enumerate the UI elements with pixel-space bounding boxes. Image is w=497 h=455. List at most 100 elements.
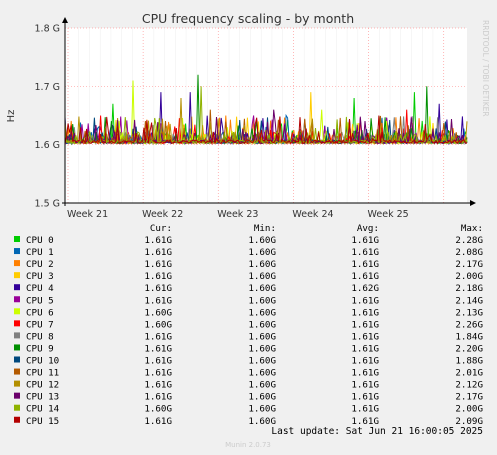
legend-row: CPU 8 1.61G 1.60G 1.61G 1.84G xyxy=(14,331,483,342)
legend-value-min: 1.60G xyxy=(248,283,276,294)
last-update: Last update: Sat Jun 21 16:00:05 2025 xyxy=(271,426,483,437)
legend-series-name: CPU 11 xyxy=(26,368,59,379)
series-line xyxy=(64,115,468,146)
legend-headers: Cur: Min: Avg: Max: xyxy=(150,223,483,234)
y-tick-label: 1.8 G xyxy=(35,24,61,35)
legend-value-cur: 1.61G xyxy=(144,343,172,354)
legend-value-max: 1.88G xyxy=(455,356,483,367)
legend-value-min: 1.60G xyxy=(248,271,276,282)
legend-series-name: CPU 8 xyxy=(26,331,54,342)
legend-series-name: CPU 2 xyxy=(26,259,54,270)
legend-value-min: 1.60G xyxy=(248,404,276,415)
legend-row: CPU 6 1.60G 1.60G 1.61G 2.13G xyxy=(14,307,483,318)
legend-row: CPU 0 1.61G 1.60G 1.61G 2.28G xyxy=(14,235,483,246)
legend-value-avg: 1.61G xyxy=(351,247,379,258)
legend-value-cur: 1.61G xyxy=(144,356,172,367)
legend-value-min: 1.60G xyxy=(248,331,276,342)
legend-row: CPU 1 1.61G 1.60G 1.61G 2.08G xyxy=(14,247,483,258)
legend-series-name: CPU 1 xyxy=(26,247,54,258)
legend-row: CPU 10 1.61G 1.60G 1.61G 1.88G xyxy=(14,356,483,367)
legend-value-cur: 1.61G xyxy=(144,380,172,391)
legend-column-header: Cur: xyxy=(150,223,172,234)
legend-value-avg: 1.61G xyxy=(351,319,379,330)
legend-swatch xyxy=(14,320,20,327)
legend-series-name: CPU 0 xyxy=(26,235,54,246)
legend-value-max: 2.01G xyxy=(455,368,483,379)
legend-value-avg: 1.61G xyxy=(351,416,379,427)
legend-value-cur: 1.61G xyxy=(144,259,172,270)
legend-value-avg: 1.61G xyxy=(351,368,379,379)
legend-value-avg: 1.61G xyxy=(351,295,379,306)
legend-value-cur: 1.61G xyxy=(144,416,172,427)
legend-value-min: 1.60G xyxy=(248,247,276,258)
x-ticks: Week 21 Week 22 Week 23 Week 24 Week 25 xyxy=(67,209,409,220)
legend-value-avg: 1.61G xyxy=(351,380,379,391)
legend-row: CPU 15 1.61G 1.60G 1.61G 2.09G xyxy=(14,416,483,427)
legend-value-min: 1.60G xyxy=(248,235,276,246)
legend-series-name: CPU 5 xyxy=(26,295,54,306)
series-line xyxy=(64,109,468,146)
legend-swatch xyxy=(14,368,20,375)
legend-row: CPU 3 1.61G 1.60G 1.61G 2.00G xyxy=(14,271,483,282)
x-axis-arrow xyxy=(470,200,476,206)
legend-swatch xyxy=(14,356,20,363)
legend-swatch xyxy=(14,284,20,291)
legend-swatch xyxy=(14,248,20,255)
legend-value-min: 1.60G xyxy=(248,343,276,354)
y-tick-label: 1.6 G xyxy=(35,140,61,151)
legend-value-cur: 1.61G xyxy=(144,331,172,342)
legend-swatch xyxy=(14,260,20,267)
legend-value-min: 1.60G xyxy=(248,259,276,270)
legend-swatch xyxy=(14,296,20,303)
legend-value-max: 2.08G xyxy=(455,247,483,258)
legend-value-avg: 1.61G xyxy=(351,356,379,367)
legend-row: CPU 4 1.61G 1.60G 1.62G 2.18G xyxy=(14,283,483,294)
legend-value-min: 1.60G xyxy=(248,307,276,318)
legend-value-max: 2.09G xyxy=(455,416,483,427)
legend-swatch xyxy=(14,380,20,387)
legend-value-cur: 1.60G xyxy=(144,307,172,318)
legend-value-avg: 1.61G xyxy=(351,307,379,318)
legend-series-name: CPU 3 xyxy=(26,271,54,282)
legend-value-max: 1.84G xyxy=(455,331,483,342)
legend-swatch xyxy=(14,404,20,411)
legend-value-min: 1.60G xyxy=(248,368,276,379)
legend-value-cur: 1.61G xyxy=(144,392,172,403)
legend-value-max: 2.18G xyxy=(455,283,483,294)
legend-value-avg: 1.62G xyxy=(351,283,379,294)
legend-series-name: CPU 15 xyxy=(26,416,59,427)
x-tick-label: Week 24 xyxy=(292,209,333,220)
legend-value-avg: 1.61G xyxy=(351,235,379,246)
legend-value-min: 1.60G xyxy=(248,416,276,427)
legend-swatch xyxy=(14,308,20,315)
legend-column-header: Max: xyxy=(461,223,483,234)
legend-value-cur: 1.61G xyxy=(144,295,172,306)
legend-value-cur: 1.61G xyxy=(144,247,172,258)
side-label: RRDTOOL / TOBI OETIKER xyxy=(481,20,490,117)
x-tick-label: Week 23 xyxy=(217,209,258,220)
series-line xyxy=(64,86,468,146)
legend-series-name: CPU 6 xyxy=(26,307,54,318)
legend-value-cur: 1.60G xyxy=(144,404,172,415)
legend-row: CPU 14 1.60G 1.60G 1.61G 2.00G xyxy=(14,404,483,415)
legend-value-max: 2.14G xyxy=(455,295,483,306)
legend-value-max: 2.28G xyxy=(455,235,483,246)
legend-value-max: 2.00G xyxy=(455,404,483,415)
legend-series-name: CPU 13 xyxy=(26,392,59,403)
legend-row: CPU 5 1.61G 1.60G 1.61G 2.14G xyxy=(14,295,483,306)
legend-row: CPU 13 1.61G 1.60G 1.61G 2.17G xyxy=(14,392,483,403)
legend-swatch xyxy=(14,344,20,351)
y-axis-label: Hz xyxy=(6,110,17,123)
legend-value-max: 2.17G xyxy=(455,259,483,270)
legend-swatch xyxy=(14,416,20,423)
legend-row: CPU 9 1.61G 1.60G 1.61G 2.20G xyxy=(14,343,483,354)
legend-row: CPU 7 1.60G 1.60G 1.61G 2.26G xyxy=(14,319,483,330)
legend-value-min: 1.60G xyxy=(248,319,276,330)
legend-row: CPU 2 1.61G 1.60G 1.61G 2.17G xyxy=(14,259,483,270)
legend-value-avg: 1.61G xyxy=(351,331,379,342)
legend-value-cur: 1.61G xyxy=(144,271,172,282)
y-axis-arrow xyxy=(62,17,68,23)
legend-swatch xyxy=(14,392,20,399)
legend-value-cur: 1.61G xyxy=(144,283,172,294)
